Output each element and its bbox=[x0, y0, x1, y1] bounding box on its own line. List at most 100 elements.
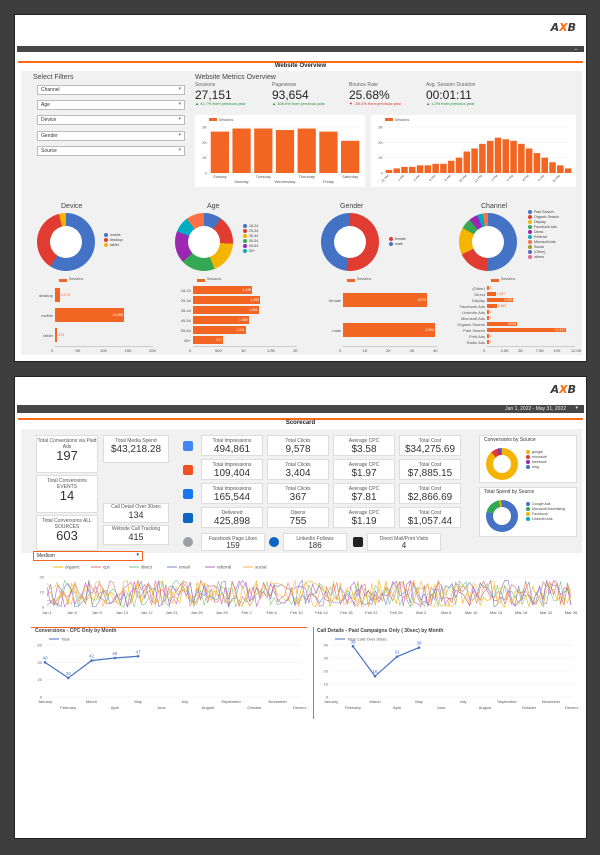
data-label: 47 bbox=[136, 649, 142, 654]
metric-value: 494,861 bbox=[213, 444, 251, 455]
x-tick-label: Tuesday bbox=[256, 174, 271, 179]
filter-device[interactable]: Device ▾ bbox=[37, 115, 185, 125]
bar bbox=[193, 336, 223, 344]
bar bbox=[510, 140, 517, 173]
conversions-by-source-card: Conversions by Source google microsoft fac… bbox=[479, 435, 577, 483]
bar-label: 45-54 bbox=[180, 318, 191, 323]
top-nav-bar: ⌄ bbox=[17, 46, 584, 52]
x-tick-label: 0 bbox=[483, 348, 486, 353]
bar bbox=[487, 309, 489, 315]
bar-value: 3,573 bbox=[417, 298, 426, 302]
legend-label: Total bbox=[61, 637, 70, 642]
medium-select[interactable]: Medium ▾ bbox=[33, 551, 143, 561]
spend-legend: Google Ads Microsoft Advertising Facebook L… bbox=[526, 502, 565, 522]
metric-card: Total Cost $7,885.15 bbox=[399, 459, 461, 480]
call-details-line-chart: Total Calls Over 30sec 40 30 20 10 0 39 16 31 38 J… bbox=[324, 637, 581, 711]
facebook-likes-icon bbox=[183, 537, 193, 547]
scorecard-panel: AXB Jan 1, 2022 - May 31, 2022 ▾ Scoreca… bbox=[14, 376, 587, 839]
legend-label: Direct bbox=[534, 230, 544, 234]
legend-swatch bbox=[243, 224, 247, 229]
legend-swatch bbox=[243, 249, 247, 254]
x-tick-label: 12 PM bbox=[474, 174, 484, 184]
metric-card: Delivered 425,898 bbox=[201, 507, 263, 528]
bar-value: 474 bbox=[58, 333, 64, 337]
x-tick-label: 1K bbox=[362, 348, 368, 353]
metric-label: Total Clicks bbox=[285, 438, 311, 444]
filter-channel[interactable]: Channel ▾ bbox=[37, 85, 185, 95]
x-tick-label: July bbox=[181, 699, 188, 704]
x-tick-label: Feb 22 bbox=[365, 610, 378, 615]
metric-label: Average CPC bbox=[348, 510, 380, 516]
filter-age[interactable]: Age ▾ bbox=[37, 100, 185, 110]
bar bbox=[455, 157, 463, 173]
bar-label: Radio Ads bbox=[466, 340, 485, 345]
bar bbox=[55, 288, 60, 302]
bar-value: 1,463 bbox=[497, 304, 507, 308]
bar bbox=[401, 166, 408, 173]
bar-label: female bbox=[328, 298, 341, 303]
bar-value: 1 bbox=[489, 316, 492, 320]
date-range[interactable]: Jan 1, 2022 - May 31, 2022 bbox=[505, 406, 566, 412]
legend-swatch bbox=[526, 465, 530, 470]
legend-item: 35-44 bbox=[243, 234, 258, 239]
metrics-title: Website Metrics Overview bbox=[195, 74, 276, 81]
filter-gender[interactable]: Gender ▾ bbox=[37, 131, 185, 141]
x-tick-label: January bbox=[38, 699, 52, 704]
y-tick-label: 0 bbox=[205, 171, 208, 176]
legend-label: cpc bbox=[103, 565, 111, 570]
report-body: Select Filters Channel ▾ Age ▾ Device ▾ Gen… bbox=[21, 71, 582, 355]
metric-card: Total Impressions 109,404 bbox=[201, 459, 263, 480]
kpi-value: 25.68% bbox=[349, 88, 390, 102]
legend-item: Paid Search bbox=[528, 210, 559, 215]
y-tick-label: 0 bbox=[42, 605, 45, 610]
legend-item: Microsoft Ads bbox=[528, 240, 559, 245]
legend-label: 25-34 bbox=[249, 229, 259, 233]
y-tick-label: 0 bbox=[326, 695, 329, 700]
bar bbox=[487, 327, 566, 333]
bar bbox=[416, 165, 424, 173]
legend-swatch bbox=[528, 255, 532, 260]
bar bbox=[487, 321, 518, 327]
legend-label: 65+ bbox=[249, 249, 256, 253]
x-tick-label: 6 PM bbox=[522, 174, 530, 182]
bar bbox=[385, 169, 393, 173]
kpi-value: 00:01:11 bbox=[426, 88, 472, 102]
metric-value: 109,404 bbox=[213, 468, 251, 479]
website-overview-panel: AXB ⌄ Website Overview Select Filters Ch… bbox=[14, 14, 587, 362]
x-tick-label: Mar 10 bbox=[465, 610, 478, 615]
chevron-down-icon[interactable]: ▾ bbox=[575, 405, 578, 411]
metric-label: Total Clicks bbox=[285, 462, 311, 468]
x-tick-label: 1.5K bbox=[267, 348, 276, 353]
gender-sessions-bar-chart: Sessions female 3,573 male 3,904 0 1K 2K 3K 4K bbox=[313, 277, 441, 355]
legend-item: Organic Search bbox=[528, 215, 559, 220]
bar-value: 1,011 bbox=[236, 328, 245, 332]
filters-title: Select Filters bbox=[33, 74, 74, 81]
metric-label: Delivered bbox=[221, 510, 243, 516]
x-tick-label: 4K bbox=[433, 348, 438, 353]
filter-source[interactable]: Source ▾ bbox=[37, 146, 185, 156]
bar bbox=[341, 140, 360, 173]
x-tick-label: 4 AM bbox=[413, 174, 421, 182]
x-tick-label: February bbox=[60, 705, 76, 710]
channel-legend: Paid Search Organic Search Display Facebook… bbox=[528, 210, 559, 260]
x-tick-label: February bbox=[345, 705, 361, 710]
bar bbox=[487, 297, 514, 303]
bar-label: Microsoft Ads bbox=[460, 316, 485, 321]
legend-label: microsoft bbox=[532, 455, 547, 459]
legend-label: facebook bbox=[532, 460, 547, 464]
chevron-down-icon[interactable]: ⌄ bbox=[573, 46, 578, 52]
legend-swatch bbox=[526, 502, 530, 507]
legend-item: Google Ads bbox=[526, 502, 565, 507]
legend-swatch bbox=[104, 243, 108, 248]
x-tick-label: 4 PM bbox=[506, 174, 514, 182]
x-tick-label: Wednesday bbox=[274, 179, 295, 184]
x-tick-label: June bbox=[157, 705, 166, 710]
metric-label: Average CPC bbox=[348, 462, 380, 468]
bar-value: 1 bbox=[489, 310, 492, 314]
x-tick-label: May bbox=[134, 699, 142, 704]
legend-label: desktop bbox=[110, 238, 123, 242]
age-donut bbox=[175, 213, 233, 271]
x-tick-label: Thursday bbox=[298, 174, 315, 179]
legend-item: Referral bbox=[528, 235, 559, 240]
bar bbox=[193, 306, 259, 314]
